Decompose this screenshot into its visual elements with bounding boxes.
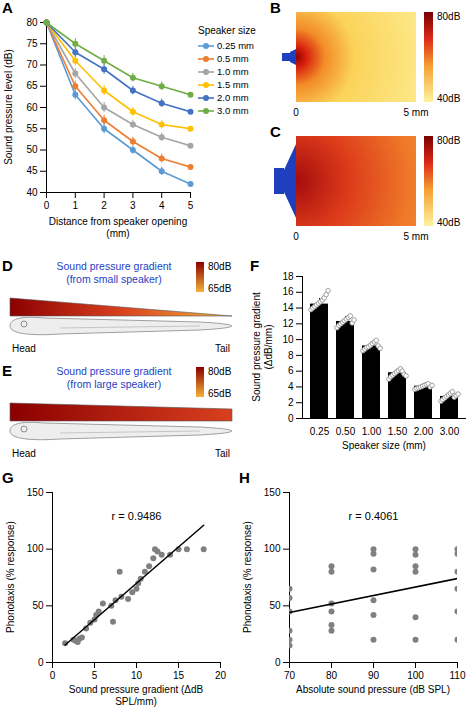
html-text:Phonotaxis (% response): Phonotaxis (% response) — [5, 521, 16, 633]
svg-text:5 mm: 5 mm — [404, 107, 429, 118]
svg-text:45: 45 — [26, 165, 38, 176]
svg-text:6: 6 — [288, 365, 294, 376]
svg-text:0: 0 — [275, 657, 281, 668]
html-text:Sound pressure gradient (from: Sound pressure gradient (from large spea… — [56, 365, 172, 390]
html-text:Absolute sound pressure (dB SP: Absolute sound pressure (dB SPL) — [296, 684, 450, 695]
svg-text:3: 3 — [130, 200, 136, 211]
svg-text:10: 10 — [131, 670, 143, 681]
html-text:C: C — [270, 123, 281, 140]
html-text:2.0 mm: 2.0 mm — [217, 92, 249, 103]
svg-text:1: 1 — [73, 200, 79, 211]
svg-text:Tail: Tail — [215, 448, 230, 459]
svg-text:40dB: 40dB — [437, 217, 461, 228]
svg-text:18: 18 — [282, 271, 294, 282]
html-text:Sound pressure level (dB): Sound pressure level (dB) — [3, 49, 14, 165]
svg-text:0.50: 0.50 — [336, 426, 356, 437]
html-text:Sound pressure gradient (from: Sound pressure gradient (from small spea… — [56, 260, 172, 285]
html-text:Sound pressure gradient (ΔdB/m: Sound pressure gradient (ΔdB/mm) — [251, 292, 274, 402]
html-text:G: G — [2, 469, 14, 486]
html-text:H: H — [239, 469, 250, 486]
html-text:E: E — [2, 362, 12, 379]
svg-text:0: 0 — [50, 670, 56, 681]
svg-text:8: 8 — [288, 350, 294, 361]
svg-text:80dB: 80dB — [208, 261, 232, 272]
svg-text:0: 0 — [293, 107, 299, 118]
html-text:D: D — [2, 257, 13, 274]
svg-text:Tail: Tail — [215, 343, 230, 354]
svg-text:0: 0 — [288, 413, 294, 424]
svg-text:100: 100 — [264, 543, 281, 554]
html-text:1.0 mm: 1.0 mm — [217, 66, 249, 77]
svg-text:4: 4 — [288, 381, 294, 392]
svg-text:15: 15 — [173, 670, 185, 681]
html-text:F: F — [250, 257, 260, 274]
svg-text:65dB: 65dB — [208, 388, 232, 399]
svg-text:60: 60 — [26, 102, 38, 113]
html-text:Phonotaxis (% response): Phonotaxis (% response) — [242, 521, 253, 633]
html-text:Sound pressure gradient (ΔdB S: Sound pressure gradient (ΔdB SPL/mm) — [68, 684, 204, 707]
html-text:0.5 mm: 0.5 mm — [217, 53, 249, 64]
svg-text:150: 150 — [27, 487, 44, 498]
svg-text:65dB: 65dB — [208, 283, 232, 294]
svg-text:80dB: 80dB — [437, 11, 461, 22]
svg-text:40dB: 40dB — [437, 93, 461, 104]
svg-text:2.00: 2.00 — [414, 426, 434, 437]
svg-text:50: 50 — [32, 600, 44, 611]
svg-text:100: 100 — [27, 543, 44, 554]
html-text:Speaker size (mm): Speaker size (mm) — [342, 440, 426, 451]
svg-text:16: 16 — [282, 286, 294, 297]
html-text:0.25 mm: 0.25 mm — [217, 40, 254, 51]
svg-text:Head: Head — [12, 343, 36, 354]
svg-text:2: 2 — [288, 397, 294, 408]
svg-text:20: 20 — [215, 670, 227, 681]
svg-text:5 mm: 5 mm — [404, 231, 429, 242]
svg-text:70: 70 — [26, 59, 38, 70]
svg-text:150: 150 — [264, 487, 281, 498]
svg-text:0: 0 — [44, 200, 50, 211]
svg-text:90: 90 — [368, 670, 380, 681]
svg-text:65: 65 — [26, 80, 38, 91]
svg-text:80: 80 — [26, 17, 38, 28]
svg-text:0: 0 — [293, 231, 299, 242]
svg-text:40: 40 — [26, 187, 38, 198]
html-text:1.5 mm: 1.5 mm — [217, 79, 249, 90]
svg-text:0: 0 — [38, 657, 44, 668]
svg-text:80dB: 80dB — [208, 366, 232, 377]
svg-text:5: 5 — [92, 670, 98, 681]
svg-text:3.00: 3.00 — [440, 426, 460, 437]
svg-text:12: 12 — [282, 318, 294, 329]
svg-text:80: 80 — [326, 670, 338, 681]
svg-text:r = 0.9486: r = 0.9486 — [112, 510, 162, 522]
svg-text:80dB: 80dB — [437, 135, 461, 146]
svg-text:1.00: 1.00 — [362, 426, 382, 437]
svg-text:70: 70 — [284, 670, 296, 681]
html-text:B: B — [270, 0, 281, 16]
svg-text:5: 5 — [188, 200, 194, 211]
svg-text:0.25: 0.25 — [310, 426, 330, 437]
svg-text:110: 110 — [450, 670, 466, 681]
html-text:Distance from speaker opening: Distance from speaker opening (mm) — [48, 216, 188, 239]
svg-text:75: 75 — [26, 38, 38, 49]
svg-text:r = 0.4061: r = 0.4061 — [349, 510, 399, 522]
svg-text:50: 50 — [26, 144, 38, 155]
svg-text:10: 10 — [282, 334, 294, 345]
svg-text:1.50: 1.50 — [388, 426, 408, 437]
html-text:A: A — [2, 0, 13, 16]
svg-text:2: 2 — [101, 200, 107, 211]
svg-text:4: 4 — [159, 200, 165, 211]
svg-text:55: 55 — [26, 123, 38, 134]
html-text:3.0 mm: 3.0 mm — [217, 105, 249, 116]
html-text:Speaker size: Speaker size — [198, 25, 256, 36]
svg-text:Head: Head — [12, 448, 36, 459]
svg-text:14: 14 — [282, 302, 294, 313]
svg-text:50: 50 — [269, 600, 281, 611]
svg-text:100: 100 — [407, 670, 424, 681]
